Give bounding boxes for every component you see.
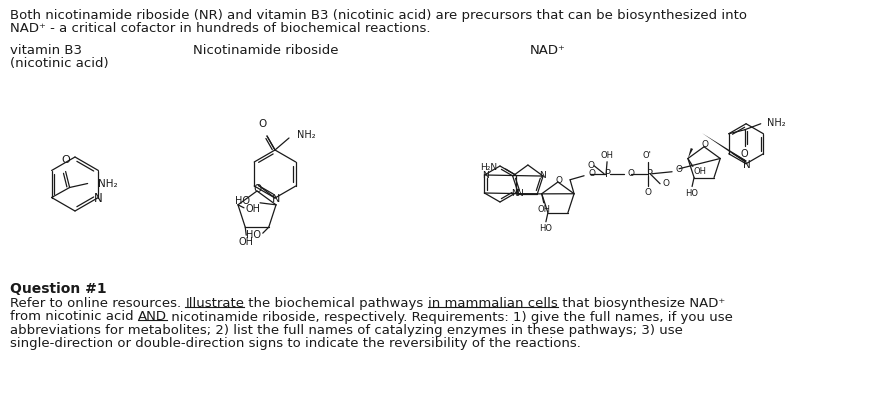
Text: O: O: [555, 175, 562, 184]
Text: HO: HO: [246, 230, 261, 240]
Text: Question #1: Question #1: [10, 282, 106, 296]
Text: O: O: [740, 149, 748, 159]
Text: O: O: [587, 161, 594, 170]
Text: O': O': [642, 151, 651, 160]
Text: Nicotinamide riboside: Nicotinamide riboside: [193, 44, 338, 57]
Text: O: O: [626, 169, 633, 178]
Text: P: P: [604, 169, 610, 179]
Text: NAD⁺ - a critical cofactor in hundreds of biochemical reactions.: NAD⁺ - a critical cofactor in hundreds o…: [10, 22, 430, 35]
Text: O: O: [254, 184, 262, 194]
Text: H₂N: H₂N: [480, 162, 497, 171]
Text: O: O: [661, 179, 668, 188]
Text: O: O: [259, 119, 267, 129]
Text: OH: OH: [600, 151, 613, 160]
Text: N: N: [481, 171, 488, 180]
Text: N: N: [538, 171, 545, 180]
Text: O: O: [61, 154, 70, 165]
Text: N: N: [94, 192, 103, 205]
Text: in mammalian cells: in mammalian cells: [428, 297, 557, 310]
Text: the biochemical pathways: the biochemical pathways: [244, 297, 428, 310]
Text: HO: HO: [234, 196, 249, 206]
Text: O: O: [644, 188, 651, 197]
Text: Refer to online resources.: Refer to online resources.: [10, 297, 185, 310]
Text: OH: OH: [536, 205, 550, 214]
Text: O: O: [701, 140, 708, 149]
Text: NAD⁺: NAD⁺: [529, 44, 565, 57]
Text: NH₂: NH₂: [766, 118, 784, 128]
Text: nicotinamide riboside, respectively. Requirements: 1) give the full names, if yo: nicotinamide riboside, respectively. Req…: [167, 310, 732, 323]
Text: OH: OH: [239, 237, 254, 247]
Text: P: P: [646, 169, 652, 179]
Text: N: N: [742, 160, 750, 170]
Text: NH₂: NH₂: [97, 178, 117, 188]
Text: single-direction or double-direction signs to indicate the reversibility of the : single-direction or double-direction sig…: [10, 338, 580, 351]
Polygon shape: [687, 148, 692, 158]
Text: N: N: [515, 190, 522, 199]
Polygon shape: [702, 133, 746, 163]
Text: N: N: [271, 194, 280, 204]
Text: HO: HO: [685, 188, 698, 197]
Text: (nicotinic acid): (nicotinic acid): [10, 57, 109, 70]
Text: vitamin B3: vitamin B3: [10, 44, 82, 57]
Text: Illustrate: Illustrate: [185, 297, 244, 310]
Text: NH₂: NH₂: [297, 130, 315, 140]
Text: OH: OH: [693, 167, 706, 177]
Text: N: N: [511, 188, 517, 197]
Text: Both nicotinamide riboside (NR) and vitamin B3 (nicotinic acid) are precursors t: Both nicotinamide riboside (NR) and vita…: [10, 9, 746, 22]
Text: HO: HO: [539, 224, 551, 233]
Text: from nicotinic acid: from nicotinic acid: [10, 310, 138, 323]
Text: OH: OH: [246, 204, 261, 214]
Text: AND: AND: [138, 310, 167, 323]
Text: abbreviations for metabolites; 2) list the full names of catalyzing enzymes in t: abbreviations for metabolites; 2) list t…: [10, 324, 682, 337]
Text: that biosynthesize NAD⁺: that biosynthesize NAD⁺: [557, 297, 724, 310]
Text: O: O: [587, 169, 594, 178]
Text: O: O: [674, 165, 681, 174]
